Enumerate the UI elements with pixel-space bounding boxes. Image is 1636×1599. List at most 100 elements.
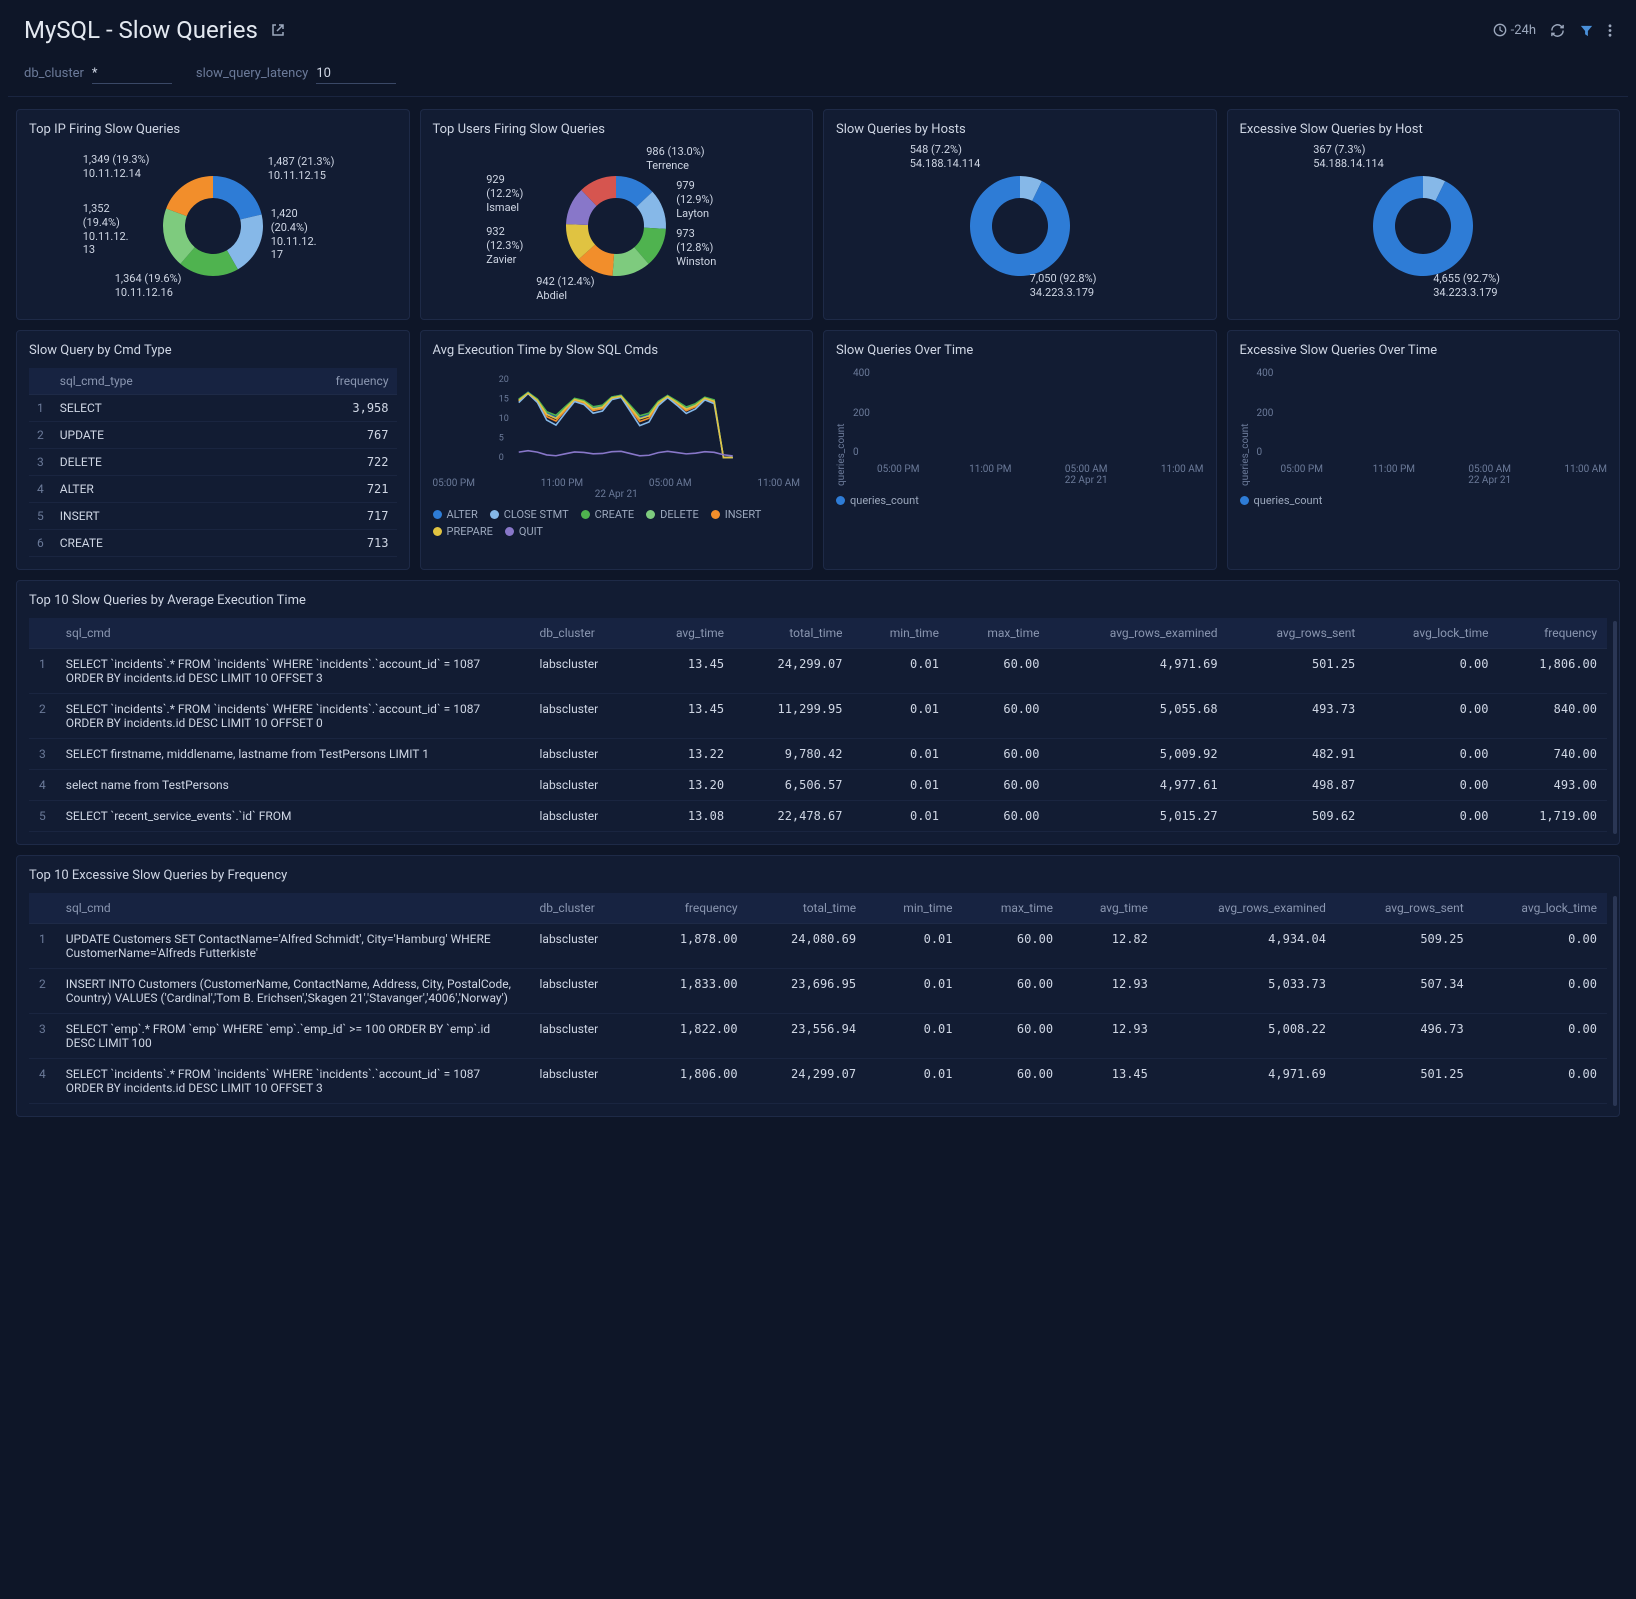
svg-text:10: 10	[498, 414, 508, 424]
donut-slice-label: 986 (13.0%)Terrence	[646, 145, 704, 173]
svg-text:0: 0	[498, 453, 503, 463]
table-header[interactable]: max_time	[949, 618, 1050, 649]
table-row[interactable]: 3SELECT firstname, middlename, lastname …	[29, 739, 1607, 770]
table-row[interactable]: 4SELECT `incidents`.* FROM `incidents` W…	[29, 1059, 1607, 1104]
bar-chart-slow-over-time[interactable]	[874, 368, 920, 458]
legend-item[interactable]: PREPARE	[433, 525, 493, 538]
table-row[interactable]: 2SELECT `incidents`.* FROM `incidents` W…	[29, 694, 1607, 739]
donut-slice-label: 932(12.3%)Zavier	[486, 225, 523, 266]
legend-item[interactable]: CLOSE STMT	[490, 508, 569, 521]
table-row[interactable]: 5SELECT `recent_service_events`.`id` FRO…	[29, 801, 1607, 832]
panel-top-users: Top Users Firing Slow Queries 986 (13.0%…	[420, 109, 814, 320]
table-header[interactable]: db_cluster	[530, 618, 640, 649]
donut-chart-hosts[interactable]: 548 (7.2%)54.188.14.1147,050 (92.8%)34.2…	[836, 147, 1204, 307]
filter-value[interactable]: *	[92, 64, 172, 84]
table-header[interactable]: max_time	[963, 893, 1064, 924]
donut-slice-label: 1,420(20.4%)10.11.12.17	[271, 207, 317, 262]
table-header[interactable]: avg_time	[639, 618, 734, 649]
y-axis-label: queries_count	[1240, 368, 1251, 486]
donut-slice-label: 1,364 (19.6%)10.11.12.16	[115, 272, 182, 300]
legend-item[interactable]: INSERT	[711, 508, 762, 521]
table-header[interactable]: sql_cmd_type	[52, 368, 246, 395]
page-title: MySQL - Slow Queries	[24, 16, 258, 44]
legend-item[interactable]: CREATE	[581, 508, 635, 521]
table-header[interactable]: avg_lock_time	[1474, 893, 1607, 924]
donut-slice-label: 1,352(19.4%)10.11.12.13	[83, 202, 129, 257]
filter-icon[interactable]	[1579, 23, 1594, 38]
panel-top-ip: Top IP Firing Slow Queries 1,487 (21.3%)…	[16, 109, 410, 320]
donut-slice-label: 929(12.2%)Ismael	[486, 173, 523, 214]
table-header[interactable]: avg_rows_sent	[1228, 618, 1366, 649]
bar-chart-excessive-over-time[interactable]	[1277, 368, 1323, 458]
more-icon[interactable]	[1608, 23, 1612, 38]
donut-chart-excessive-hosts[interactable]: 367 (7.3%)54.188.14.1144,655 (92.7%)34.2…	[1240, 147, 1608, 307]
filter-value[interactable]: 10	[316, 64, 396, 84]
donut-chart-users[interactable]: 986 (13.0%)Terrence979(12.9%)Layton973(1…	[433, 147, 801, 307]
table-row[interactable]: 1SELECT3,958	[29, 395, 397, 422]
scrollbar[interactable]	[1613, 896, 1617, 1106]
filter-db-cluster[interactable]: db_cluster *	[24, 64, 172, 84]
table-header[interactable]: avg_lock_time	[1365, 618, 1498, 649]
donut-slice-label: 973(12.8%)Winston	[676, 227, 716, 268]
y-axis-label: queries_count	[836, 368, 847, 486]
panel-top10-avg: Top 10 Slow Queries by Average Execution…	[16, 580, 1620, 845]
table-row[interactable]: 2UPDATE767	[29, 422, 397, 449]
table-top10-freq: sql_cmddb_clusterfrequencytotal_timemin_…	[29, 893, 1607, 1104]
panel-title: Excessive Slow Queries Over Time	[1240, 343, 1608, 358]
line-chart-avg-exec[interactable]: 20151050	[433, 368, 801, 472]
table-header[interactable]: avg_rows_sent	[1336, 893, 1474, 924]
table-row[interactable]: 4ALTER721	[29, 476, 397, 503]
table-header[interactable]: sql_cmd	[56, 893, 530, 924]
time-range-picker[interactable]: -24h	[1493, 23, 1536, 38]
cmd-type-table: sql_cmd_type frequency 1SELECT3,9582UPDA…	[29, 368, 397, 557]
donut-chart-ip[interactable]: 1,487 (21.3%)10.11.12.15 1,420(20.4%)10.1…	[29, 147, 397, 307]
table-header[interactable]: min_time	[866, 893, 962, 924]
table-header[interactable]: min_time	[853, 618, 949, 649]
panel-top10-freq: Top 10 Excessive Slow Queries by Frequen…	[16, 855, 1620, 1117]
donut-slice-label: 7,050 (92.8%)34.223.3.179	[1030, 272, 1097, 300]
table-header[interactable]: avg_time	[1063, 893, 1158, 924]
legend-item[interactable]: QUIT	[505, 525, 543, 538]
filter-slow-query-latency[interactable]: slow_query_latency 10	[196, 64, 396, 84]
scrollbar[interactable]	[1613, 621, 1617, 834]
open-external-icon[interactable]	[270, 22, 286, 38]
table-header[interactable]: sql_cmd	[56, 618, 530, 649]
table-header[interactable]: total_time	[748, 893, 866, 924]
donut-slice-label: 548 (7.2%)54.188.14.114	[910, 143, 981, 171]
panel-slow-over-time: Slow Queries Over Time queries_count 400…	[823, 330, 1217, 570]
panel-title: Slow Queries Over Time	[836, 343, 1204, 358]
table-header[interactable]: frequency	[1499, 618, 1607, 649]
table-row[interactable]: 1UPDATE Customers SET ContactName='Alfre…	[29, 924, 1607, 969]
table-row[interactable]: 5INSERT717	[29, 503, 397, 530]
svg-text:20: 20	[498, 375, 508, 385]
panel-grid: Top IP Firing Slow Queries 1,487 (21.3%)…	[8, 109, 1628, 1117]
table-row[interactable]: 4select name from TestPersonslabscluster…	[29, 770, 1607, 801]
table-header[interactable]: avg_rows_examined	[1158, 893, 1336, 924]
table-header[interactable]: db_cluster	[530, 893, 640, 924]
legend-item[interactable]: ALTER	[433, 508, 478, 521]
table-header[interactable]: total_time	[734, 618, 852, 649]
donut-slice-label: 4,655 (92.7%)34.223.3.179	[1433, 272, 1500, 300]
x-axis-sub: 22 Apr 21	[433, 489, 801, 500]
panel-cmd-type-table: Slow Query by Cmd Type sql_cmd_type freq…	[16, 330, 410, 570]
svg-text:5: 5	[498, 434, 503, 444]
table-top10-avg: sql_cmddb_clusteravg_timetotal_timemin_t…	[29, 618, 1607, 832]
header: MySQL - Slow Queries -24h	[8, 8, 1628, 60]
filter-label: db_cluster	[24, 66, 84, 81]
table-row[interactable]: 6CREATE713	[29, 530, 397, 557]
refresh-icon[interactable]	[1550, 23, 1565, 38]
table-row[interactable]: 3DELETE722	[29, 449, 397, 476]
table-header[interactable]: frequency	[639, 893, 747, 924]
table-row[interactable]: 2INSERT INTO Customers (CustomerName, Co…	[29, 969, 1607, 1014]
legend-item[interactable]: DELETE	[646, 508, 699, 521]
table-row[interactable]: 1SELECT `incidents`.* FROM `incidents` W…	[29, 649, 1607, 694]
panel-slow-by-hosts: Slow Queries by Hosts 548 (7.2%)54.188.1…	[823, 109, 1217, 320]
panel-title: Slow Query by Cmd Type	[29, 343, 397, 358]
panel-avg-exec-time: Avg Execution Time by Slow SQL Cmds 2015…	[420, 330, 814, 570]
donut-slice-label: 1,487 (21.3%)10.11.12.15	[268, 155, 335, 183]
panel-title: Excessive Slow Queries by Host	[1240, 122, 1608, 137]
table-row[interactable]: 3SELECT `emp`.* FROM `emp` WHERE `emp`.`…	[29, 1014, 1607, 1059]
table-header[interactable]: frequency	[246, 368, 396, 395]
x-axis: 05:00 PM11:00 PM05:00 AM 22 Apr 2111:00 …	[853, 464, 1204, 486]
table-header[interactable]: avg_rows_examined	[1049, 618, 1227, 649]
